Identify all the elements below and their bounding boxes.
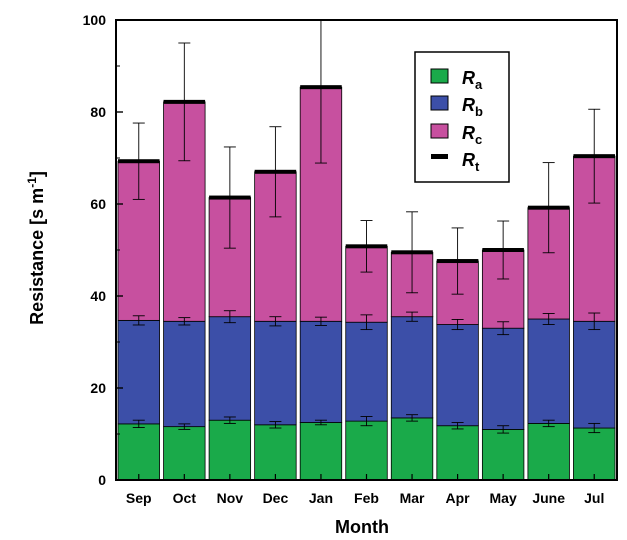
x-tick-label-nov: Nov: [217, 490, 244, 506]
legend-label-ra: Ra: [462, 68, 483, 92]
bar-oct-rb: [163, 320, 206, 428]
x-tick-label-may: May: [490, 490, 517, 506]
legend-label-ra-main: R: [462, 68, 475, 88]
y-tick-label-80: 80: [90, 104, 106, 120]
legend-label-rt-sub: t: [475, 159, 480, 174]
x-axis-title: Month: [335, 517, 389, 537]
total-marker-june: [527, 205, 570, 210]
y-tick-label-0: 0: [98, 472, 106, 488]
legend-label-rb-sub: b: [475, 104, 483, 119]
bar-mar-ra: [390, 417, 434, 481]
y-tick-label-40: 40: [90, 288, 106, 304]
x-tick-label-sep: Sep: [126, 490, 152, 506]
bar-june-ra: [527, 423, 570, 481]
y-axis-title: Resistance [s m-1]: [25, 171, 47, 325]
x-tick-label-oct: Oct: [173, 490, 197, 506]
total-marker-feb: [345, 244, 388, 249]
total-marker-may: [482, 248, 524, 252]
y-tick-label-100: 100: [83, 12, 107, 28]
bar-may-rb: [481, 327, 525, 430]
x-tick-label-mar: Mar: [400, 490, 425, 506]
total-marker-mar: [391, 250, 433, 255]
bar-sep-ra: [117, 423, 160, 481]
bar-nov-rb: [208, 316, 252, 421]
legend-swatch-rc: [430, 123, 449, 139]
legend-label-rt-main: R: [462, 150, 475, 170]
bar-dec-rb: [254, 320, 297, 426]
bar-sep-rb: [117, 319, 160, 425]
legend: Ra Rb Rc Rt: [414, 51, 510, 183]
bar-nov-ra: [208, 419, 252, 481]
bar-jul-rb: [573, 320, 616, 429]
total-marker-oct: [163, 99, 206, 104]
y-tick-label-60: 60: [90, 196, 106, 212]
total-marker-jan: [300, 85, 342, 90]
legend-swatch-ra: [430, 68, 449, 84]
x-tick-label-apr: Apr: [446, 490, 471, 506]
total-marker-dec: [254, 169, 297, 174]
total-marker-jul: [573, 154, 615, 159]
bar-feb-rb: [345, 321, 388, 422]
total-marker-apr: [436, 259, 479, 264]
legend-label-rt: Rt: [462, 150, 480, 174]
total-markers-layer: [118, 85, 615, 264]
bar-may-ra: [481, 428, 525, 481]
bar-oct-ra: [163, 426, 206, 481]
bar-apr-ra: [436, 425, 479, 481]
legend-swatch-rt: [431, 154, 448, 159]
bar-dec-ra: [254, 424, 297, 481]
y-axis-title-main: Resistance [s m: [27, 188, 47, 325]
bar-mar-rb: [390, 316, 434, 419]
x-tick-label-jan: Jan: [309, 490, 333, 506]
y-axis-title-sup: -1: [25, 177, 39, 188]
total-marker-nov: [209, 195, 251, 200]
legend-label-rc-sub: c: [475, 132, 482, 147]
y-axis-title-close: ]: [27, 171, 47, 177]
bar-june-rb: [527, 318, 570, 424]
legend-swatch-rb: [430, 95, 449, 111]
y-tick-label-20: 20: [90, 380, 106, 396]
x-tick-label-dec: Dec: [263, 490, 289, 506]
x-tick-label-feb: Feb: [354, 490, 379, 506]
x-axis: Sep Oct Nov Dec Jan Feb Mar Apr May June Jul: [126, 474, 604, 506]
total-marker-sep: [118, 159, 160, 164]
bar-jul-ra: [573, 427, 616, 481]
y-axis: 0 20 40 60 80 100: [83, 12, 123, 488]
bar-feb-ra: [345, 420, 388, 481]
bar-jan-rb: [299, 320, 343, 423]
legend-label-rb-main: R: [462, 95, 475, 115]
x-tick-label-june: June: [532, 490, 565, 506]
bar-apr-rb: [436, 324, 479, 427]
legend-label-rc-main: R: [462, 123, 475, 143]
legend-label-rb: Rb: [462, 95, 483, 119]
legend-label-rc: Rc: [462, 123, 482, 147]
bar-jan-ra: [299, 422, 343, 481]
x-tick-label-jul: Jul: [584, 490, 604, 506]
legend-label-ra-sub: a: [475, 77, 483, 92]
